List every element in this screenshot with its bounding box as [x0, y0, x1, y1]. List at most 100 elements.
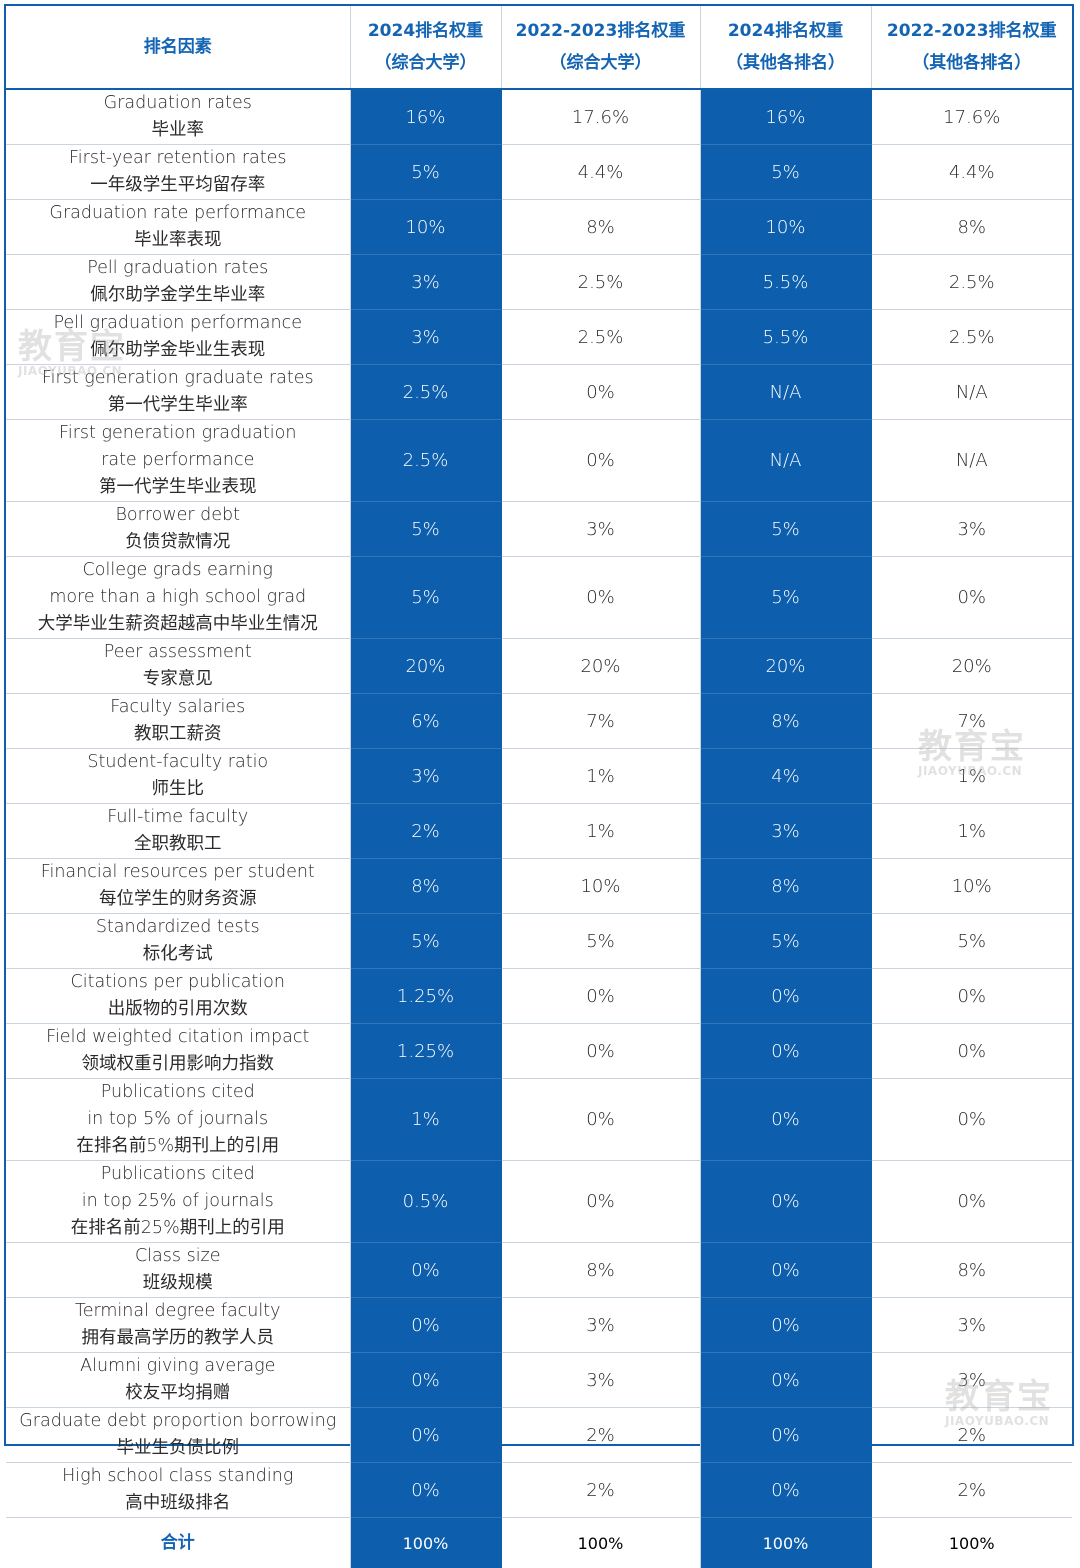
weight-cell-2024-comprehensive: 3%: [350, 310, 501, 365]
header-2022-2023-other: 2022-2023排名权重（其他各排名）: [871, 6, 1072, 89]
header-2024-comprehensive: 2024排名权重（综合大学）: [350, 6, 501, 89]
factor-line: 毕业率表现: [6, 227, 350, 254]
factor-line: 在排名前5%期刊上的引用: [6, 1133, 350, 1160]
weight-cell-2024-comprehensive: 1.25%: [350, 969, 501, 1024]
weight-cell-2024-other: N/A: [700, 420, 871, 502]
factor-line: Publications cited: [6, 1079, 350, 1106]
factor-line: in top 25% of journals: [6, 1188, 350, 1215]
factor-line: 大学毕业生薪资超越高中毕业生情况: [6, 611, 350, 638]
weight-cell-2024-comprehensive: 8%: [350, 859, 501, 914]
weight-cell-2022-2023-other: 2.5%: [871, 310, 1072, 365]
factor-line: First generation graduation: [6, 420, 350, 447]
total-2024-comprehensive: 100%: [350, 1518, 501, 1568]
factor-line: Borrower debt: [6, 502, 350, 529]
total-row: 合计 100% 100% 100% 100%: [6, 1518, 1072, 1568]
weight-cell-2022-2023-comprehensive: 8%: [501, 1243, 700, 1298]
factor-line: 第一代学生毕业表现: [6, 474, 350, 501]
ranking-weights-table: 排名因素 2024排名权重（综合大学） 2022-2023排名权重（综合大学） …: [6, 6, 1072, 1568]
weight-cell-2022-2023-comprehensive: 1%: [501, 804, 700, 859]
header-row: 排名因素 2024排名权重（综合大学） 2022-2023排名权重（综合大学） …: [6, 6, 1072, 89]
total-label: 合计: [6, 1518, 350, 1568]
weight-cell-2024-comprehensive: 10%: [350, 200, 501, 255]
weight-cell-2024-other: 0%: [700, 1298, 871, 1353]
factor-line: First-year retention rates: [6, 145, 350, 172]
weight-cell-2022-2023-other: 8%: [871, 200, 1072, 255]
total-2022-2023-comprehensive: 100%: [501, 1518, 700, 1568]
factor-line: 毕业率: [6, 117, 350, 144]
weight-cell-2024-other: 5.5%: [700, 255, 871, 310]
weight-cell-2024-comprehensive: 0%: [350, 1408, 501, 1463]
weight-cell-2024-other: 5%: [700, 914, 871, 969]
weight-cell-2022-2023-comprehensive: 20%: [501, 639, 700, 694]
weight-cell-2024-other: 16%: [700, 89, 871, 145]
factor-line: 一年级学生平均留存率: [6, 172, 350, 199]
weight-cell-2024-other: 3%: [700, 804, 871, 859]
factor-line: 佩尔助学金毕业生表现: [6, 337, 350, 364]
weight-cell-2024-comprehensive: 0%: [350, 1298, 501, 1353]
weight-cell-2024-comprehensive: 3%: [350, 749, 501, 804]
weight-cell-2024-comprehensive: 5%: [350, 557, 501, 639]
weight-cell-2022-2023-other: 0%: [871, 969, 1072, 1024]
weight-cell-2022-2023-comprehensive: 5%: [501, 914, 700, 969]
factor-line: 出版物的引用次数: [6, 996, 350, 1023]
factor-line: Full-time faculty: [6, 804, 350, 831]
weight-cell-2022-2023-comprehensive: 0%: [501, 557, 700, 639]
factor-line: Citations per publication: [6, 969, 350, 996]
factor-line: Pell graduation performance: [6, 310, 350, 337]
weight-cell-2022-2023-comprehensive: 0%: [501, 969, 700, 1024]
weight-cell-2022-2023-comprehensive: 4.4%: [501, 145, 700, 200]
factor-line: Graduation rate performance: [6, 200, 350, 227]
weight-cell-2022-2023-other: 0%: [871, 1024, 1072, 1079]
weight-cell-2022-2023-other: 5%: [871, 914, 1072, 969]
weight-cell-2022-2023-other: 17.6%: [871, 89, 1072, 145]
total-2024-other: 100%: [700, 1518, 871, 1568]
weight-cell-2024-comprehensive: 5%: [350, 914, 501, 969]
weight-cell-2024-comprehensive: 16%: [350, 89, 501, 145]
weight-cell-2024-comprehensive: 0%: [350, 1243, 501, 1298]
weight-cell-2022-2023-other: 3%: [871, 502, 1072, 557]
factor-line: Field weighted citation impact: [6, 1024, 350, 1051]
weight-cell-2022-2023-comprehensive: 2%: [501, 1463, 700, 1518]
weight-cell-2024-other: 0%: [700, 1024, 871, 1079]
total-2022-2023-other: 100%: [871, 1518, 1072, 1568]
factor-line: High school class standing: [6, 1463, 350, 1490]
factor-line: 全职教职工: [6, 831, 350, 858]
table-frame: 排名因素 2024排名权重（综合大学） 2022-2023排名权重（综合大学） …: [4, 4, 1074, 1446]
header-2024-other: 2024排名权重（其他各排名）: [700, 6, 871, 89]
weight-cell-2022-2023-comprehensive: 2.5%: [501, 310, 700, 365]
weight-cell-2024-other: 0%: [700, 1463, 871, 1518]
weight-cell-2022-2023-other: 4.4%: [871, 145, 1072, 200]
factor-line: rate performance: [6, 447, 350, 474]
weight-cell-2024-other: 20%: [700, 639, 871, 694]
